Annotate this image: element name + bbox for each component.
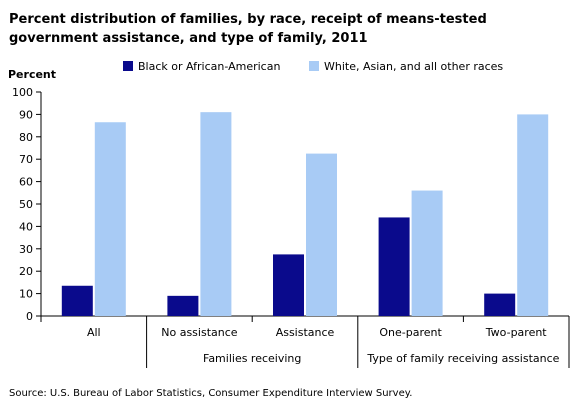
bar-white-other-all <box>94 122 126 317</box>
legend-label-1: Black or African-American <box>138 60 280 73</box>
legend-label-2: White, Asian, and all other races <box>324 60 503 73</box>
y-tick-label: 20 <box>19 265 33 278</box>
legend-swatch-1 <box>123 61 133 71</box>
source-note: Source: U.S. Bureau of Labor Statistics,… <box>9 388 413 399</box>
x-tick-label: All <box>87 326 101 339</box>
bar-black-no-assistance <box>167 295 199 316</box>
y-tick-label: 0 <box>26 310 33 323</box>
y-axis-label: Percent <box>8 68 56 81</box>
x-group-label-1: Families receiving <box>203 352 301 365</box>
bar-white-other-one-parent <box>411 190 443 316</box>
chart-title: Percent distribution of families, by rac… <box>9 12 487 46</box>
y-tick-label: 90 <box>19 108 33 121</box>
x-tick-label: Assistance <box>276 326 335 339</box>
bar-white-other-no-assistance <box>200 112 232 316</box>
x-tick-label: No assistance <box>161 326 238 339</box>
legend-swatch-2 <box>309 61 319 71</box>
x-tick-label: Two-parent <box>485 326 548 339</box>
y-tick-label: 50 <box>19 198 33 211</box>
bar-black-assistance <box>273 254 304 316</box>
y-tick-label: 60 <box>19 176 33 189</box>
bar-black-two-parent <box>484 293 516 316</box>
x-tick-label: One-parent <box>379 326 442 339</box>
y-tick-label: 70 <box>19 153 33 166</box>
bar-white-other-two-parent <box>517 114 549 317</box>
y-tick-label: 10 <box>19 288 33 301</box>
bar-black-all <box>61 285 93 316</box>
y-tick-label: 80 <box>19 131 33 144</box>
bar-black-one-parent <box>378 217 410 316</box>
x-group-label-2: Type of family receiving assistance <box>366 352 559 365</box>
bar-white-other-assistance <box>306 153 337 316</box>
y-tick-label: 100 <box>12 86 33 99</box>
y-tick-label: 30 <box>19 243 33 256</box>
y-tick-label: 40 <box>19 220 33 233</box>
